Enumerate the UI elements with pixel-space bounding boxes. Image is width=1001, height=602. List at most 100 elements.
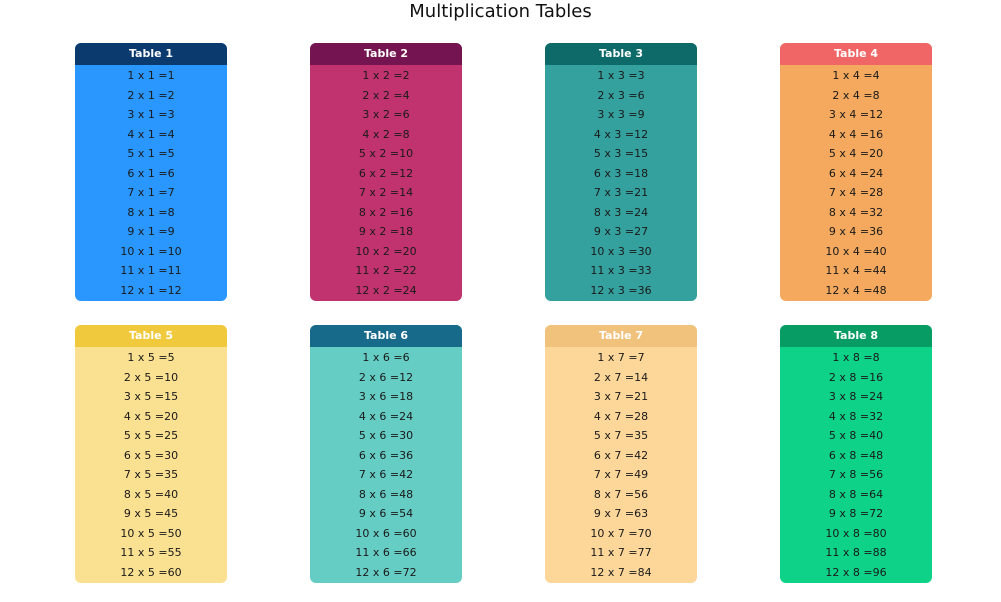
table-row: 5 x 8 =40	[828, 429, 884, 442]
table-row: 10 x 5 =50	[120, 526, 182, 540]
table-row: 10 x 4 =40	[825, 244, 887, 258]
table-row: 9 x 6 =54	[358, 507, 414, 520]
table-header: Table 8	[780, 325, 932, 347]
table-row: 10 x 7 =70	[590, 526, 652, 540]
table-row: 7 x 3 =21	[593, 186, 649, 199]
table-row: 3 x 6 =18	[358, 390, 414, 403]
table-row: 8 x 2 =16	[358, 205, 414, 219]
table-rows: 1 x 6 =6 2 x 6 =12 3 x 6 =18 4 x 6 =24 5 x 6…	[310, 347, 462, 582]
table-row: 2 x 4 =8	[832, 88, 880, 102]
table-row: 6 x 6 =36	[358, 448, 414, 462]
table-row: 5 x 7 =35	[593, 429, 649, 442]
table-row: 6 x 2 =12	[358, 166, 414, 180]
table-row: 11 x 2 =22	[355, 264, 417, 277]
table-row: 8 x 3 =24	[593, 205, 649, 219]
table-row: 11 x 1 =11	[120, 264, 182, 277]
table-row: 6 x 4 =24	[828, 166, 884, 180]
table-row: 8 x 6 =48	[358, 487, 414, 501]
table-row: 5 x 3 =15	[593, 147, 649, 160]
table-row: 1 x 1 =1	[127, 69, 175, 82]
table-row: 7 x 4 =28	[828, 186, 884, 199]
table-row: 5 x 6 =30	[358, 429, 414, 442]
table-row: 2 x 1 =2	[127, 88, 175, 102]
table-row: 12 x 1 =12	[120, 283, 182, 297]
table-card-5: Table 5 1 x 5 =5 2 x 5 =10 3 x 5 =15 4 x 5 =…	[75, 325, 227, 583]
table-row: 12 x 6 =72	[355, 565, 417, 579]
table-rows: 1 x 5 =5 2 x 5 =10 3 x 5 =15 4 x 5 =20 5 x 5…	[75, 347, 227, 582]
table-row: 11 x 8 =88	[825, 546, 887, 559]
table-rows: 1 x 3 =3 2 x 3 =6 3 x 3 =9 4 x 3 =12 5 x 3 =…	[545, 65, 697, 300]
tables-grid: Table 1 1 x 1 =1 2 x 1 =2 3 x 1 =3 4 x 1 =4 5…	[75, 43, 932, 583]
table-row: 12 x 5 =60	[120, 565, 182, 579]
table-row: 2 x 8 =16	[828, 370, 884, 384]
table-row: 7 x 6 =42	[358, 468, 414, 481]
table-rows: 1 x 4 =4 2 x 4 =8 3 x 4 =12 4 x 4 =16 5 x 4 …	[780, 65, 932, 300]
table-row: 9 x 8 =72	[828, 507, 884, 520]
table-row: 10 x 6 =60	[355, 526, 417, 540]
table-row: 9 x 5 =45	[123, 507, 179, 520]
table-header: Table 3	[545, 43, 697, 65]
table-row: 12 x 7 =84	[590, 565, 652, 579]
table-row: 3 x 3 =9	[597, 108, 645, 121]
table-row: 6 x 8 =48	[828, 448, 884, 462]
table-row: 3 x 1 =3	[127, 108, 175, 121]
table-row: 3 x 7 =21	[593, 390, 649, 403]
table-row: 10 x 2 =20	[355, 244, 417, 258]
table-row: 7 x 7 =49	[593, 468, 649, 481]
table-row: 9 x 1 =9	[127, 225, 175, 238]
table-row: 4 x 2 =8	[362, 127, 410, 141]
table-card-2: Table 2 1 x 2 =2 2 x 2 =4 3 x 2 =6 4 x 2 =8 5…	[310, 43, 462, 301]
table-row: 6 x 1 =6	[127, 166, 175, 180]
table-row: 1 x 5 =5	[127, 351, 175, 364]
table-row: 9 x 3 =27	[593, 225, 649, 238]
table-row: 6 x 7 =42	[593, 448, 649, 462]
table-row: 11 x 7 =77	[590, 546, 652, 559]
page-title: Multiplication Tables	[409, 1, 592, 22]
table-row: 3 x 8 =24	[828, 390, 884, 403]
table-header: Table 1	[75, 43, 227, 65]
table-rows: 1 x 8 =8 2 x 8 =16 3 x 8 =24 4 x 8 =32 5 x 8…	[780, 347, 932, 582]
table-card-4: Table 4 1 x 4 =4 2 x 4 =8 3 x 4 =12 4 x 4 =1…	[780, 43, 932, 301]
table-row: 3 x 5 =15	[123, 390, 179, 403]
table-row: 10 x 3 =30	[590, 244, 652, 258]
table-row: 3 x 4 =12	[828, 108, 884, 121]
table-rows: 1 x 7 =7 2 x 7 =14 3 x 7 =21 4 x 7 =28 5 x 7…	[545, 347, 697, 582]
table-row: 2 x 3 =6	[597, 88, 645, 102]
table-row: 10 x 1 =10	[120, 244, 182, 258]
table-row: 12 x 4 =48	[825, 283, 887, 297]
table-row: 11 x 4 =44	[825, 264, 887, 277]
table-row: 5 x 2 =10	[358, 147, 414, 160]
table-header: Table 4	[780, 43, 932, 65]
table-row: 5 x 4 =20	[828, 147, 884, 160]
table-rows: 1 x 1 =1 2 x 1 =2 3 x 1 =3 4 x 1 =4 5 x 1 =5…	[75, 65, 227, 300]
table-row: 4 x 4 =16	[828, 127, 884, 141]
table-row: 2 x 2 =4	[362, 88, 410, 102]
table-row: 9 x 2 =18	[358, 225, 414, 238]
table-row: 8 x 7 =56	[593, 487, 649, 501]
table-row: 9 x 4 =36	[828, 225, 884, 238]
table-row: 7 x 5 =35	[123, 468, 179, 481]
table-row: 7 x 8 =56	[828, 468, 884, 481]
table-row: 8 x 1 =8	[127, 205, 175, 219]
table-header: Table 5	[75, 325, 227, 347]
table-row: 1 x 6 =6	[362, 351, 410, 364]
table-row: 4 x 5 =20	[123, 409, 179, 423]
table-header: Table 2	[310, 43, 462, 65]
table-card-7: Table 7 1 x 7 =7 2 x 7 =14 3 x 7 =21 4 x 7 =…	[545, 325, 697, 583]
table-row: 4 x 7 =28	[593, 409, 649, 423]
table-row: 11 x 5 =55	[120, 546, 182, 559]
table-card-3: Table 3 1 x 3 =3 2 x 3 =6 3 x 3 =9 4 x 3 =12…	[545, 43, 697, 301]
table-row: 8 x 4 =32	[828, 205, 884, 219]
table-row: 4 x 6 =24	[358, 409, 414, 423]
table-row: 4 x 1 =4	[127, 127, 175, 141]
table-row: 7 x 1 =7	[127, 186, 175, 199]
table-row: 1 x 7 =7	[597, 351, 645, 364]
table-row: 1 x 4 =4	[832, 69, 880, 82]
table-row: 1 x 3 =3	[597, 69, 645, 82]
table-row: 11 x 6 =66	[355, 546, 417, 559]
table-card-6: Table 6 1 x 6 =6 2 x 6 =12 3 x 6 =18 4 x 6 =…	[310, 325, 462, 583]
table-header: Table 6	[310, 325, 462, 347]
table-row: 11 x 3 =33	[590, 264, 652, 277]
table-row: 8 x 8 =64	[828, 487, 884, 501]
table-card-1: Table 1 1 x 1 =1 2 x 1 =2 3 x 1 =3 4 x 1 =4 5…	[75, 43, 227, 301]
